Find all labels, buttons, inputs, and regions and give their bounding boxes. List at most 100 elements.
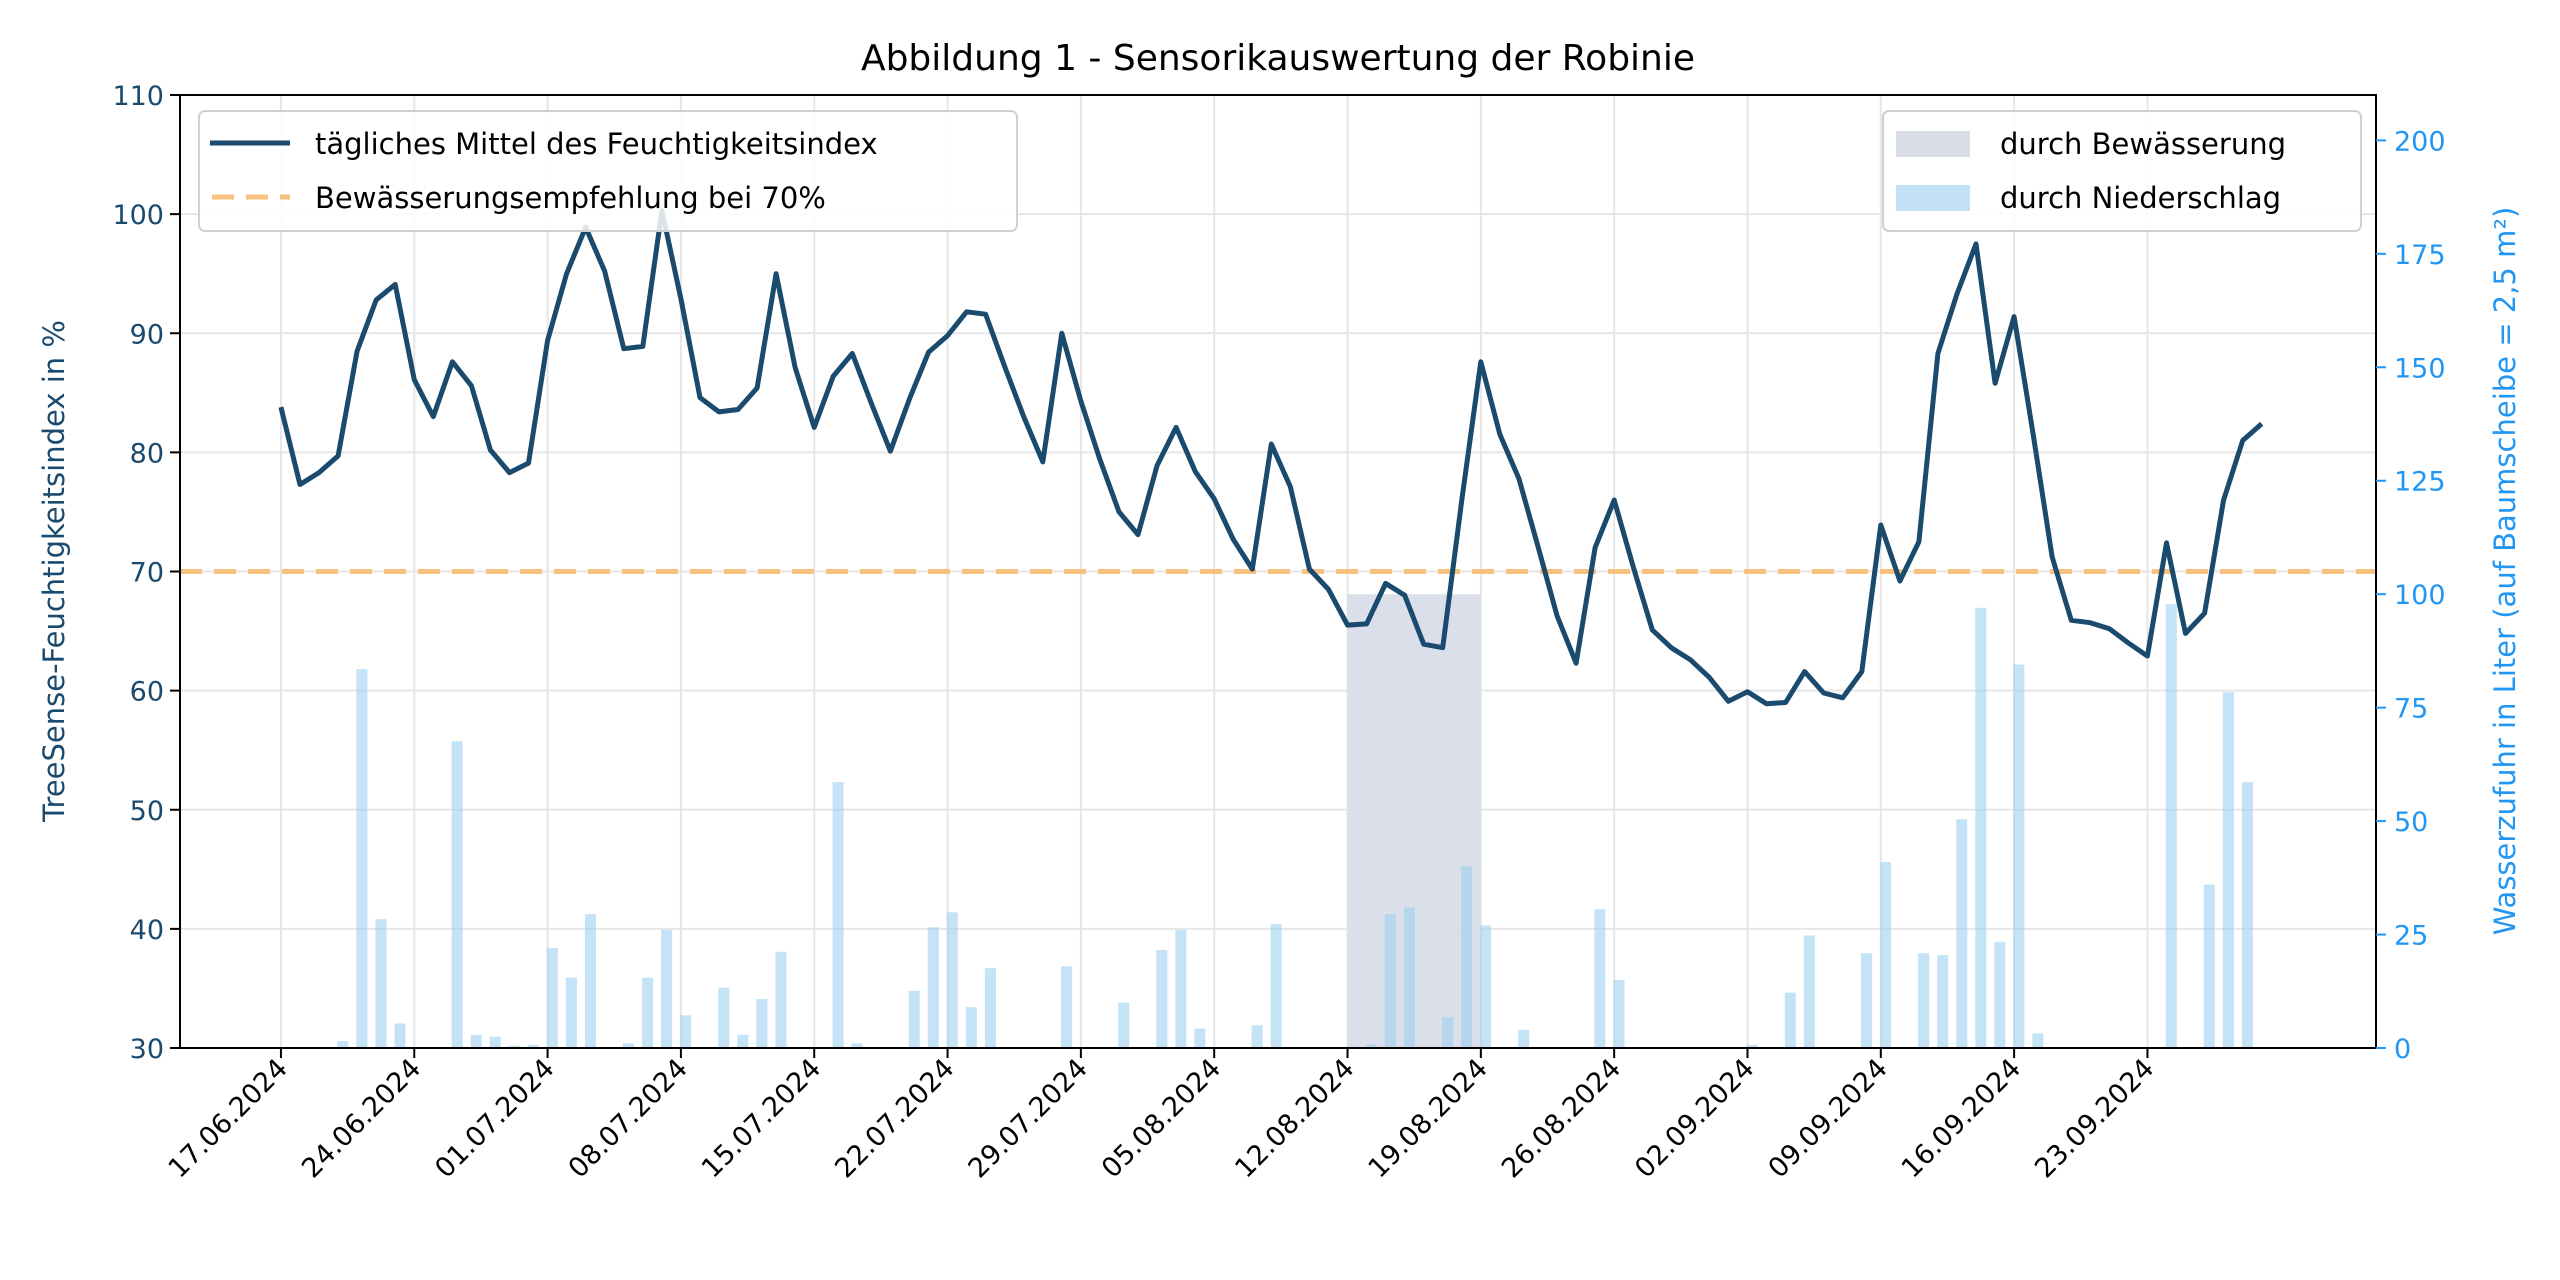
precip-bar [1461,866,1473,1048]
x-tick-label: 12.08.2024 [1229,1053,1360,1184]
y-tick-label-right: 0 [2394,1034,2411,1065]
precip-bar [375,919,387,1048]
precip-bar [1365,1044,1377,1048]
precip-bar [661,930,673,1048]
humidity-line [278,208,2264,707]
precip-bar [2222,692,2234,1048]
x-tick-label: 15.07.2024 [696,1053,827,1184]
precip-bar [1860,953,1873,1048]
precip-bar [1480,925,1492,1048]
y-tick-label-right: 100 [2394,580,2446,611]
precip-bar [1803,935,1815,1048]
precip-bar [1441,1017,1454,1048]
precip-bar [1994,941,2006,1048]
legend-line-label: tägliches Mittel des Feuchtigkeitsindex [315,127,878,161]
y-tick-label-right: 50 [2394,807,2428,838]
x-tick-label: 17.06.2024 [163,1053,294,1184]
precip-bar [756,998,768,1048]
precip-bar [1118,1002,1130,1048]
precip-bar [1251,1025,1263,1048]
x-tick-label: 09.09.2024 [1763,1053,1894,1184]
precip-bar [1880,861,1892,1048]
precip-bar [546,948,558,1048]
precip-bar [927,927,939,1048]
precip-bar [1175,930,1187,1048]
precip-bar [1746,1044,1758,1048]
y-tick-label-right: 150 [2394,353,2446,384]
precip-bar [775,951,787,1048]
precip-bar [984,968,996,1048]
precip-bar [1403,907,1415,1048]
precip-bar [1613,979,1625,1048]
precip-bar [908,990,920,1048]
precip-bar [1156,949,1168,1048]
precip-bar [508,1045,520,1048]
precip-bar [1061,966,1073,1048]
legend-irrigation-label: durch Bewässerung [2000,127,2286,161]
precip-bar [451,741,463,1048]
x-tick-label: 22.07.2024 [829,1053,960,1184]
precip-bar [2013,664,2025,1048]
chart-title: Abbildung 1 - Sensorikauswertung der Rob… [861,38,1695,79]
precip-bar [1918,953,1930,1048]
precip-bar [965,1007,977,1048]
y-tick-label-right: 125 [2394,467,2446,498]
precip-bar [470,1034,482,1048]
y-tick-label-left: 80 [130,438,164,469]
precip-bar [1937,954,1949,1048]
x-tick-label: 23.09.2024 [2029,1053,2160,1184]
y-tick-label-left: 100 [112,200,164,231]
precip-bar [737,1034,749,1048]
precip-bar [680,1015,692,1048]
precip-bar [394,1023,406,1048]
y-tick-label-right: 175 [2394,240,2446,271]
y-tick-label-left: 40 [130,915,164,946]
left-axis-label: TreeSense-Feuchtigkeitsindex in % [37,320,71,823]
precip-bar [2203,884,2215,1048]
y-tick-label-left: 60 [130,677,164,708]
x-tick-label: 02.09.2024 [1629,1053,1760,1184]
precip-bar [946,912,958,1048]
precip-bar [1975,607,1987,1048]
legend-precip-swatch [1896,185,1970,211]
y-tick-label-left: 50 [130,796,164,827]
precip-bar [1194,1028,1206,1048]
legend-right: durch Bewässerung durch Niederschlag [1882,110,2362,232]
precip-bar [565,977,577,1048]
precip-bar [718,987,730,1048]
left-axis-ticks: 30 40 50 60 70 80 90 100 110 [112,81,180,1065]
precip-bar [2241,782,2253,1048]
y-tick-label-left: 110 [112,81,164,112]
precip-bar [1594,909,1606,1048]
precip-bar [1956,819,1968,1048]
right-axis-ticks: 0 25 50 75 100 125 150 175 200 [2376,126,2446,1065]
precip-bar [1518,1029,1530,1048]
legend-left: tägliches Mittel des Feuchtigkeitsindex … [198,110,1018,232]
legend-precip-label: durch Niederschlag [2000,181,2281,215]
precip-bar [1270,924,1282,1048]
y-tick-label-left: 30 [130,1034,164,1065]
legend-threshold-label: Bewässerungsempfehlung bei 70% [315,181,826,215]
precip-bar [527,1044,539,1048]
x-tick-label: 29.07.2024 [963,1053,1094,1184]
x-axis-ticks: 17.06.2024 24.06.2024 01.07.2024 08.07.2024… [163,1048,2160,1184]
precip-bar [584,914,596,1048]
legend-irrigation-swatch [1896,131,1970,157]
precip-bar [642,977,654,1048]
x-tick-label: 26.08.2024 [1496,1053,1627,1184]
precip-bar [2165,604,2177,1048]
x-tick-label: 05.08.2024 [1096,1053,1227,1184]
precip-bar [851,1043,863,1048]
precip-bar [1384,914,1396,1048]
y-tick-label-left: 90 [130,319,164,350]
x-tick-label: 08.07.2024 [563,1053,694,1184]
x-tick-label: 24.06.2024 [296,1053,427,1184]
precip-bar [489,1036,501,1048]
precip-bar [337,1041,349,1048]
precip-bars [337,604,2253,1048]
x-tick-label: 01.07.2024 [429,1053,560,1184]
y-tick-label-right: 200 [2394,126,2446,157]
precip-bar [2032,1033,2044,1048]
y-tick-label-right: 75 [2394,694,2428,725]
